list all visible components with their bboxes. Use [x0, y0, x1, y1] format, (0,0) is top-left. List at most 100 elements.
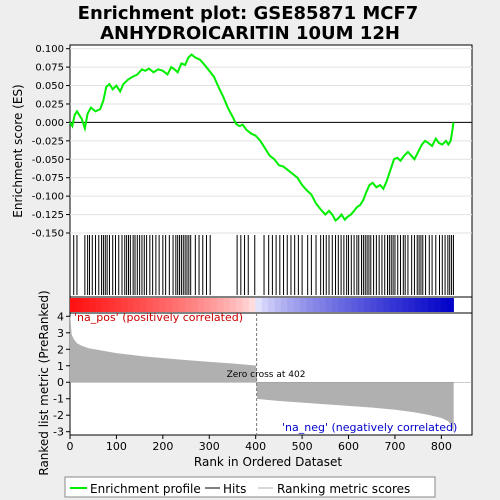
- color-bar-segment-14: [159, 298, 167, 312]
- x-tick-label-0: 0: [67, 440, 74, 453]
- color-bar-segment-33: [280, 298, 288, 312]
- rank-tick-label-4: 0: [57, 376, 64, 389]
- color-bar-segment-5: [101, 298, 109, 312]
- color-bar-segment-48: [376, 298, 384, 312]
- color-bar-segment-55: [421, 298, 429, 312]
- x-tick-label-8: 800: [431, 440, 452, 453]
- es-tick-label-7: -0.075: [32, 173, 64, 184]
- color-bar-segment-40: [325, 298, 333, 312]
- legend-hits-label: Hits: [223, 482, 246, 496]
- color-bar-segment-59: [447, 298, 454, 312]
- color-bar: [70, 298, 454, 312]
- title-line-1: Enrichment plot: GSE85871 MCF7: [78, 3, 419, 24]
- color-bar-segment-57: [434, 298, 442, 312]
- x-tick-label-7: 700: [384, 440, 405, 453]
- es-tick-label-10: -0.150: [32, 229, 64, 240]
- es-tick-label-0: 0.100: [35, 44, 64, 55]
- rank-tick-label-5: -1: [53, 393, 64, 406]
- x-tick-label-5: 500: [292, 440, 313, 453]
- es-tick-label-8: -0.100: [32, 192, 64, 203]
- rank-tick-label-3: 1: [57, 360, 64, 373]
- rank-tick-label-1: 3: [57, 327, 64, 340]
- x-tick-label-2: 200: [152, 440, 173, 453]
- color-bar-segment-39: [319, 298, 327, 312]
- ranking-metric-fill: [69, 316, 454, 432]
- rank-tick-label-7: -3: [53, 426, 64, 439]
- color-bar-segment-4: [95, 298, 103, 312]
- color-bar-segment-45: [357, 298, 365, 312]
- x-tick-label-4: 400: [245, 440, 266, 453]
- color-bar-segment-8: [121, 298, 129, 312]
- pos-correlated-label: 'na_pos' (positively correlated): [74, 311, 243, 324]
- legend-metric-label: Ranking metric scores: [277, 482, 410, 496]
- color-bar-segment-36: [300, 298, 307, 312]
- x-tick-label-1: 100: [106, 440, 127, 453]
- color-bar-segment-6: [108, 298, 116, 312]
- color-bar-segment-50: [389, 298, 397, 312]
- color-bar-segment-28: [248, 298, 256, 312]
- ranking-metric-area: [69, 313, 472, 435]
- color-bar-segment-34: [287, 298, 295, 312]
- color-bar-segment-2: [82, 298, 90, 312]
- color-bar-segment-3: [89, 298, 97, 312]
- es-grid: [70, 48, 472, 234]
- color-bar-segment-41: [332, 298, 339, 312]
- title-line-2: ANHYDROICARITIN 10UM 12H: [100, 23, 400, 44]
- color-bar-segment-16: [172, 298, 180, 312]
- legend: Enrichment profile Hits Ranking metric s…: [64, 476, 436, 498]
- es-tick-label-3: 0.025: [35, 99, 64, 110]
- color-bar-segment-25: [229, 298, 237, 312]
- color-bar-segment-0: [70, 298, 77, 312]
- color-bar-segment-20: [197, 298, 205, 312]
- color-bar-segment-54: [415, 298, 422, 312]
- legend-box: [64, 476, 436, 498]
- es-panel: [69, 44, 473, 234]
- x-tick-label-6: 600: [338, 440, 359, 453]
- color-bar-segment-53: [408, 298, 416, 312]
- color-bar-segment-23: [216, 298, 224, 312]
- color-bar-segment-58: [440, 298, 448, 312]
- color-bar-segment-21: [204, 298, 212, 312]
- color-bar-segment-10: [133, 298, 141, 312]
- color-bar-segment-26: [236, 298, 244, 312]
- color-bar-segment-15: [165, 298, 173, 312]
- es-y-ticks: 0.100 0.075 0.050 0.025 0.000 -0.025 -0.050 -0.…: [32, 44, 70, 240]
- rank-tick-label-6: -2: [53, 409, 64, 422]
- color-bar-segment-19: [191, 298, 199, 312]
- es-y-axis-label: Enrichment score (ES): [11, 84, 25, 217]
- x-axis-label: Rank in Ordered Dataset: [194, 455, 342, 469]
- color-bar-segment-27: [242, 298, 250, 312]
- color-bar-segment-51: [395, 298, 403, 312]
- color-bar-segment-32: [274, 298, 282, 312]
- color-bar-segment-29: [255, 298, 263, 312]
- color-bar-segment-13: [153, 298, 160, 312]
- color-bar-segment-11: [140, 298, 148, 312]
- color-bar-segment-38: [312, 298, 320, 312]
- color-bar-segment-49: [383, 298, 391, 312]
- color-bar-segment-17: [178, 298, 186, 312]
- es-tick-label-2: 0.050: [35, 81, 64, 92]
- zero-cross-label: Zero cross at 402: [227, 370, 306, 380]
- color-bar-segment-56: [427, 298, 435, 312]
- legend-enrichment-label: Enrichment profile: [90, 482, 201, 496]
- color-bar-segment-43: [344, 298, 352, 312]
- color-bar-segment-22: [210, 298, 218, 312]
- enrichment-profile-line: [69, 53, 455, 222]
- hit-marks: [73, 235, 454, 295]
- color-bar-segment-37: [306, 298, 314, 312]
- es-tick-label-9: -0.125: [32, 210, 64, 221]
- x-ticks: 0 100 200 300 400 500 600 700 800: [67, 435, 452, 453]
- rank-y-ticks: 4 3 2 1 0 -1 -2 -3: [53, 310, 70, 439]
- color-bar-segment-18: [185, 298, 192, 312]
- es-tick-label-1: 0.075: [35, 63, 64, 74]
- color-bar-segment-47: [370, 298, 378, 312]
- x-tick-label-3: 300: [199, 440, 220, 453]
- color-bar-segment-52: [402, 298, 410, 312]
- neg-correlated-label: 'na_neg' (negatively correlated): [282, 421, 457, 434]
- color-bar-segment-46: [363, 298, 371, 312]
- color-bar-segment-44: [351, 298, 359, 312]
- enrichment-profile: [69, 53, 455, 222]
- color-bar-segment-1: [76, 298, 84, 312]
